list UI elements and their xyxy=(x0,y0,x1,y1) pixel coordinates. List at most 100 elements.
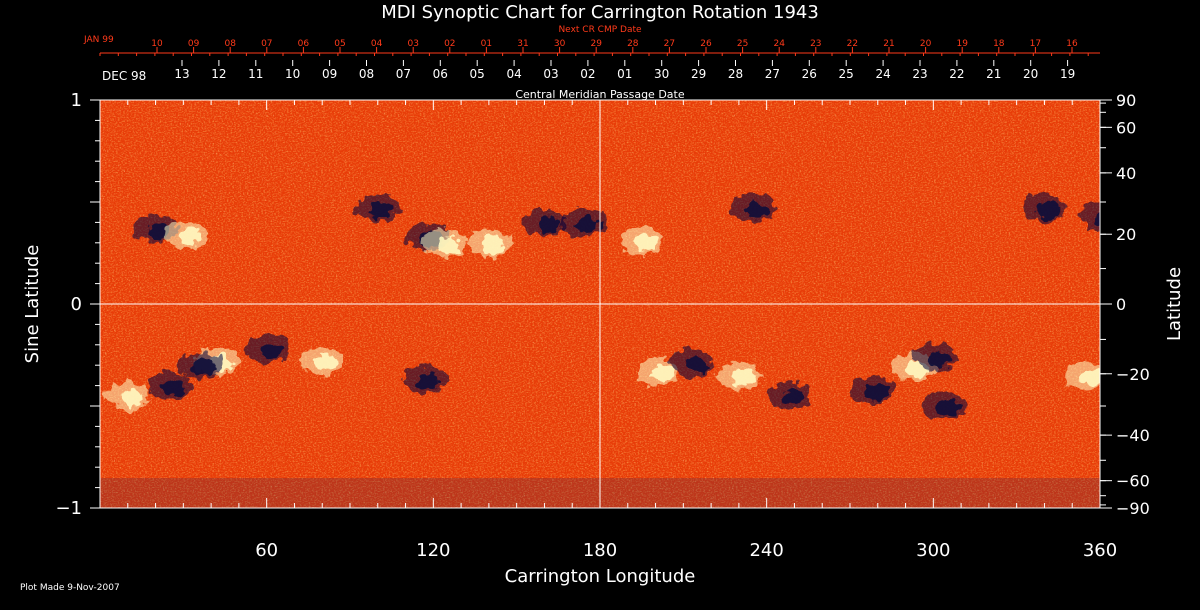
magnetic-region-positive xyxy=(619,226,664,255)
cmp-date-label: 03 xyxy=(543,67,558,81)
magnetic-region-positive xyxy=(105,381,150,410)
next-date-label: 31 xyxy=(517,39,528,49)
next-date-label: 25 xyxy=(737,39,748,49)
next-month-label: JAN 99 xyxy=(83,35,114,45)
magnetic-region-negative xyxy=(178,351,222,380)
cmp-date-label: 13 xyxy=(174,67,189,81)
x-tick-label: 300 xyxy=(916,540,950,561)
cmp-date-label: 22 xyxy=(949,67,964,81)
next-date-label: 18 xyxy=(993,39,1005,49)
magnetic-region-positive xyxy=(164,220,209,249)
y-tick-label-right: −40 xyxy=(1116,426,1150,445)
next-date-label: 17 xyxy=(1030,39,1041,49)
cmp-date-label: 06 xyxy=(433,67,448,81)
next-date-label: 03 xyxy=(407,39,418,49)
cmp-date-label: 10 xyxy=(285,67,300,81)
plot-made-note: Plot Made 9-Nov-2007 xyxy=(20,583,120,593)
next-date-label: 28 xyxy=(627,39,639,49)
cmp-date-label: 20 xyxy=(1023,67,1038,81)
y-tick-label-left: −1 xyxy=(55,498,82,519)
next-date-label: 23 xyxy=(810,39,821,49)
x-tick-label: 120 xyxy=(416,540,450,561)
cmp-date-label: 21 xyxy=(986,67,1001,81)
magnetic-region-negative xyxy=(669,349,714,378)
y-tick-label-right: 40 xyxy=(1116,164,1136,183)
x-tick-label: 360 xyxy=(1083,540,1117,561)
cmp-date-label: 07 xyxy=(396,67,411,81)
y-tick-label-right: 0 xyxy=(1116,295,1126,314)
magnetic-region-positive xyxy=(636,357,681,386)
next-date-label: 22 xyxy=(847,39,858,49)
cmp-date-label: 29 xyxy=(691,67,706,81)
magnetic-region-positive xyxy=(422,228,467,257)
next-cr-cmp-label: Next CR CMP Date xyxy=(558,25,642,35)
chart-title: MDI Synoptic Chart for Carrington Rotati… xyxy=(381,2,819,23)
x-tick-label: 180 xyxy=(583,540,617,561)
cmp-date-label: 09 xyxy=(322,67,337,81)
magnetic-region-negative xyxy=(561,208,606,237)
magnetic-region-negative xyxy=(355,194,400,223)
magnetic-region-negative xyxy=(730,194,775,223)
next-date-label: 19 xyxy=(956,39,968,49)
next-date-label: 07 xyxy=(261,39,272,49)
cmp-date-label: 19 xyxy=(1060,67,1075,81)
top-date-axis: Next CR CMP Date JAN 99 DEC 98 Central M… xyxy=(83,25,1100,101)
cmp-date-label: 11 xyxy=(248,67,263,81)
y-tick-label-right: 60 xyxy=(1116,118,1136,137)
cmp-date-label: 12 xyxy=(211,67,226,81)
magnetic-region-positive xyxy=(1064,361,1100,390)
y-tick-label-left: 0 xyxy=(71,294,82,315)
next-date-label: 04 xyxy=(371,39,383,49)
y-tick-label-right: −90 xyxy=(1116,499,1150,518)
next-date-label: 08 xyxy=(224,39,236,49)
magnetic-region-negative xyxy=(522,208,567,237)
magnetic-region-negative xyxy=(766,381,811,410)
x-axis-label: Carrington Longitude xyxy=(505,566,696,587)
next-date-label: 29 xyxy=(590,39,602,49)
y-tick-label-left: 1 xyxy=(71,90,82,111)
next-date-label: 06 xyxy=(298,39,310,49)
y-tick-label-right: 90 xyxy=(1116,91,1136,110)
cmp-date-label: 02 xyxy=(580,67,595,81)
cmp-axis-label: Central Meridian Passage Date xyxy=(515,88,684,101)
next-date-label: 21 xyxy=(883,39,894,49)
y-tick-label-right: 20 xyxy=(1116,225,1136,244)
y-axis-label-right: Latitude xyxy=(1164,267,1185,341)
cmp-date-label: 27 xyxy=(765,67,780,81)
magnetic-region-positive xyxy=(716,361,761,390)
cmp-date-label: 26 xyxy=(802,67,817,81)
cmp-date-label: 08 xyxy=(359,67,374,81)
next-date-label: 30 xyxy=(554,39,566,49)
magnetic-region-negative xyxy=(403,365,447,394)
cmp-month-label: DEC 98 xyxy=(102,69,146,83)
cmp-date-label: 05 xyxy=(470,67,485,81)
cmp-date-label: 01 xyxy=(617,67,632,81)
y-tick-label-right: −60 xyxy=(1116,472,1150,491)
cmp-date-label: 24 xyxy=(875,67,890,81)
next-date-label: 26 xyxy=(700,39,712,49)
y-axis-label-left: Sine Latitude xyxy=(22,245,43,364)
next-date-label: 27 xyxy=(664,39,675,49)
magnetic-region-negative xyxy=(147,371,192,400)
magnetic-region-negative xyxy=(244,334,289,363)
next-date-label: 16 xyxy=(1066,39,1078,49)
y-tick-label-right: −20 xyxy=(1116,365,1150,384)
magnetic-region-negative xyxy=(914,343,959,372)
cmp-date-label: 28 xyxy=(728,67,743,81)
magnetic-region-negative xyxy=(850,375,895,404)
next-date-label: 05 xyxy=(334,39,345,49)
magnetic-region-negative xyxy=(1022,194,1067,223)
next-date-label: 02 xyxy=(444,39,455,49)
cmp-date-label: 04 xyxy=(506,67,521,81)
cmp-date-label: 25 xyxy=(839,67,854,81)
x-tick-label: 240 xyxy=(749,540,783,561)
x-tick-label: 60 xyxy=(255,540,278,561)
cmp-date-label: 30 xyxy=(654,67,669,81)
magnetic-region-positive xyxy=(466,228,511,257)
magnetic-region-positive xyxy=(300,347,345,376)
cmp-date-label: 23 xyxy=(912,67,927,81)
magnetic-region-negative xyxy=(1080,202,1100,231)
next-date-label: 24 xyxy=(773,39,785,49)
next-date-label: 10 xyxy=(151,39,163,49)
